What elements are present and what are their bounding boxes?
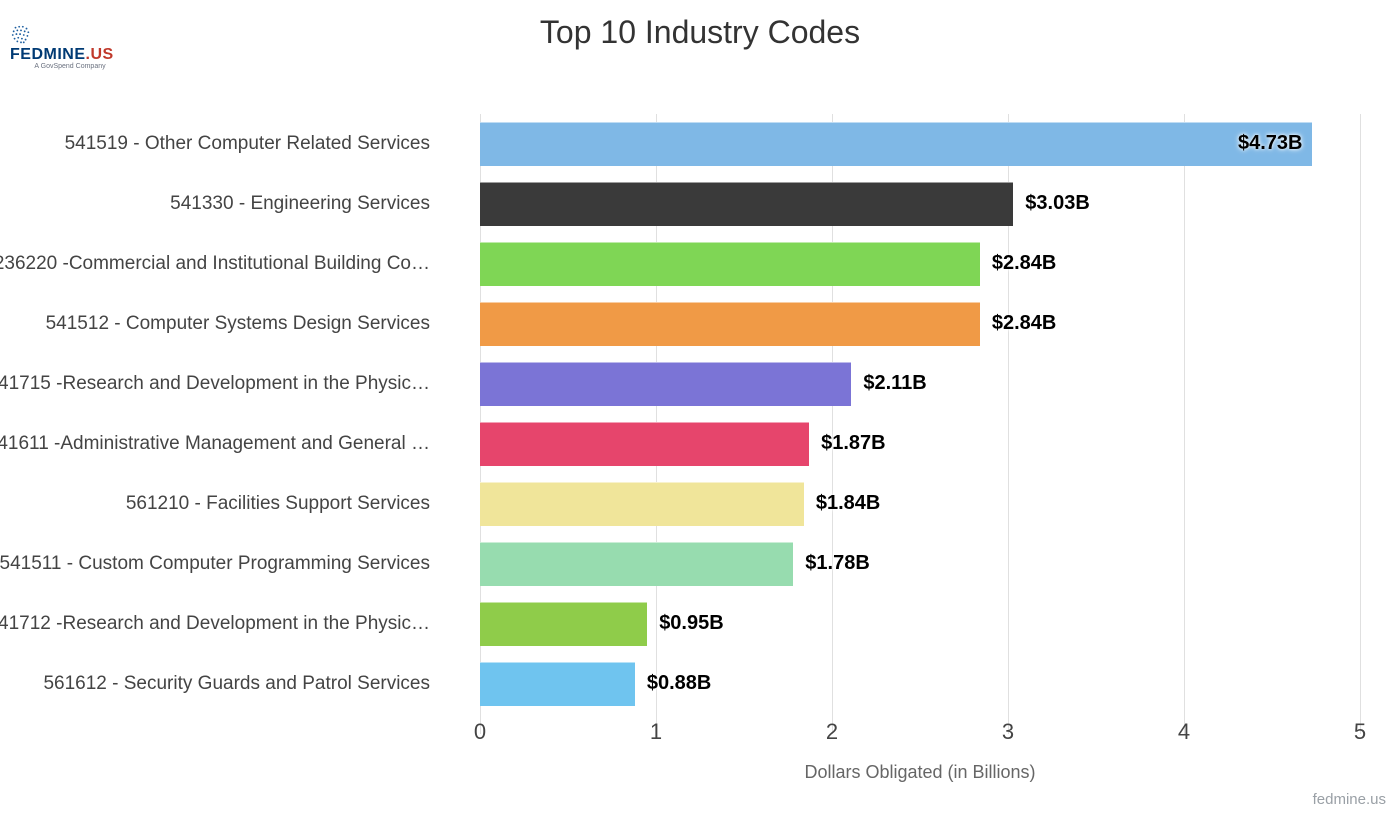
bar-row: 561612 - Security Guards and Patrol Serv… <box>480 654 1360 714</box>
value-label: $3.03B <box>1025 192 1090 215</box>
bar-row: 561210 - Facilities Support Services$1.8… <box>480 474 1360 534</box>
category-label: 541611 -Administrative Management and Ge… <box>0 433 430 455</box>
x-tick-label: 5 <box>1354 719 1366 745</box>
value-label: $1.84B <box>816 492 881 515</box>
category-label: 561210 - Facilities Support Services <box>0 493 430 515</box>
bar <box>480 362 851 406</box>
category-label: 541519 - Other Computer Related Services <box>0 133 430 155</box>
x-tick-label: 1 <box>650 719 662 745</box>
category-label: 541715 -Research and Development in the … <box>0 373 430 395</box>
x-tick-label: 0 <box>474 719 486 745</box>
logo-subtext: A GovSpend Company <box>10 63 130 70</box>
bar <box>480 122 1312 166</box>
gridline <box>1360 114 1361 734</box>
value-label: $0.88B <box>647 672 712 695</box>
bar <box>480 542 793 586</box>
category-label: 541330 - Engineering Services <box>0 193 430 215</box>
value-label: $2.84B <box>992 252 1057 275</box>
bar-row: 541715 -Research and Development in the … <box>480 354 1360 414</box>
x-tick-label: 4 <box>1178 719 1190 745</box>
bar <box>480 182 1013 226</box>
plot-area: 541519 - Other Computer Related Services… <box>480 114 1360 714</box>
bar <box>480 302 980 346</box>
brand-logo: FEDMINE.US A GovSpend Company <box>10 24 130 70</box>
bar <box>480 602 647 646</box>
category-label: 561612 - Security Guards and Patrol Serv… <box>0 673 430 695</box>
bar-row: 541712 -Research and Development in the … <box>480 594 1360 654</box>
logo-text-suffix: .US <box>86 46 114 63</box>
bar-row: 541511 - Custom Computer Programming Ser… <box>480 534 1360 594</box>
category-label: 541512 - Computer Systems Design Service… <box>0 313 430 335</box>
value-label: $2.11B <box>863 372 926 395</box>
x-tick-label: 2 <box>826 719 838 745</box>
category-label: 541712 -Research and Development in the … <box>0 613 430 635</box>
value-label: $1.87B <box>821 432 886 455</box>
bar-row: 541611 -Administrative Management and Ge… <box>480 414 1360 474</box>
category-label: 236220 -Commercial and Institutional Bui… <box>0 253 430 275</box>
chart-title: Top 10 Industry Codes <box>0 14 1400 51</box>
bar-chart: 541519 - Other Computer Related Services… <box>0 104 1400 784</box>
bar-row: 541512 - Computer Systems Design Service… <box>480 294 1360 354</box>
logo-text-main: FEDMINE <box>10 46 86 63</box>
bar-row: 541330 - Engineering Services$3.03B <box>480 174 1360 234</box>
logo-text: FEDMINE.US <box>10 46 114 63</box>
value-label: $2.84B <box>992 312 1057 335</box>
bar <box>480 482 804 526</box>
value-label: $1.78B <box>805 552 870 575</box>
bar <box>480 242 980 286</box>
x-axis-label: Dollars Obligated (in Billions) <box>480 762 1360 783</box>
bar <box>480 662 635 706</box>
value-label: $4.73B <box>1238 132 1303 155</box>
bar <box>480 422 809 466</box>
x-tick-label: 3 <box>1002 719 1014 745</box>
x-axis: 012345 <box>480 719 1360 759</box>
value-label: $0.95B <box>659 612 724 635</box>
category-label: 541511 - Custom Computer Programming Ser… <box>0 553 430 575</box>
bar-row: 236220 -Commercial and Institutional Bui… <box>480 234 1360 294</box>
logo-globe-icon <box>10 24 32 46</box>
bar-row: 541519 - Other Computer Related Services… <box>480 114 1360 174</box>
